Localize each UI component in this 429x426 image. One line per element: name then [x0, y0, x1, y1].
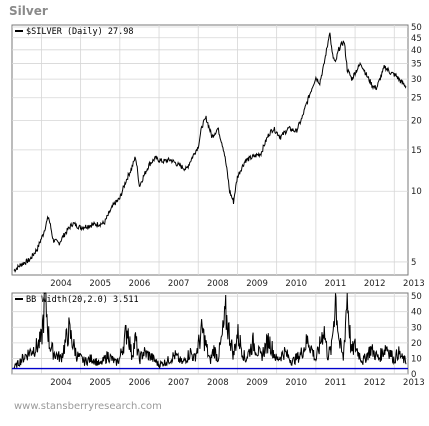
y-tick-label: 10 [411, 187, 422, 197]
indicator-series-line [13, 292, 407, 370]
y-tick-label: 0 [411, 370, 416, 380]
x-tick-label: 2010 [285, 378, 307, 388]
y-tick-label: 40 [411, 46, 422, 56]
y-tick-label: 20 [411, 339, 422, 349]
y-tick-label: 30 [411, 75, 422, 85]
y-tick-label: 35 [411, 59, 422, 69]
x-tick-label: 2009 [246, 279, 268, 289]
indicator-panel: 0 10 20 30 40 50 2004 2005 2006 2007 2008 2009 2010 2… [11, 292, 425, 388]
price-series-line [13, 32, 407, 273]
x-tick-label: 2006 [129, 279, 151, 289]
x-tick-label: 2008 [207, 279, 229, 289]
x-tick-label: 2010 [285, 279, 307, 289]
x-tick-label: 2004 [50, 378, 72, 388]
x-tick-label: 2012 [364, 279, 386, 289]
x-tick-label: 2013 [403, 279, 425, 289]
y-tick-label: 5 [411, 258, 416, 268]
y-tick-label: 30 [411, 323, 422, 333]
x-tick-label: 2009 [246, 378, 268, 388]
x-tick-label: 2008 [207, 378, 229, 388]
chart-title: Silver [9, 4, 48, 18]
y-tick-label: 50 [411, 23, 422, 33]
x-tick-label: 2007 [168, 279, 190, 289]
y-tick-label: 15 [411, 146, 422, 156]
x-tick-label: 2011 [325, 279, 347, 289]
y-tick-label: 25 [411, 94, 422, 104]
x-tick-label: 2013 [403, 378, 425, 388]
x-tick-label: 2004 [50, 279, 72, 289]
x-tick-label: 2005 [89, 378, 111, 388]
y-tick-label: 10 [411, 354, 422, 364]
y-tick-label: 20 [411, 117, 422, 127]
y-tick-label: 45 [411, 34, 422, 44]
x-tick-label: 2011 [325, 378, 347, 388]
x-tick-label: 2006 [129, 378, 151, 388]
y-tick-label: 50 [411, 292, 422, 302]
legend-label: $SILVER (Daily) 27.98 [26, 27, 133, 37]
y-tick-label: 40 [411, 308, 422, 318]
footer-source: www.stansberryresearch.com [14, 401, 162, 412]
x-tick-label: 2007 [168, 378, 190, 388]
legend-label: BB Width(20,2.0) 3.511 [26, 295, 139, 305]
x-tick-label: 2005 [89, 279, 111, 289]
x-tick-label: 2012 [364, 378, 386, 388]
